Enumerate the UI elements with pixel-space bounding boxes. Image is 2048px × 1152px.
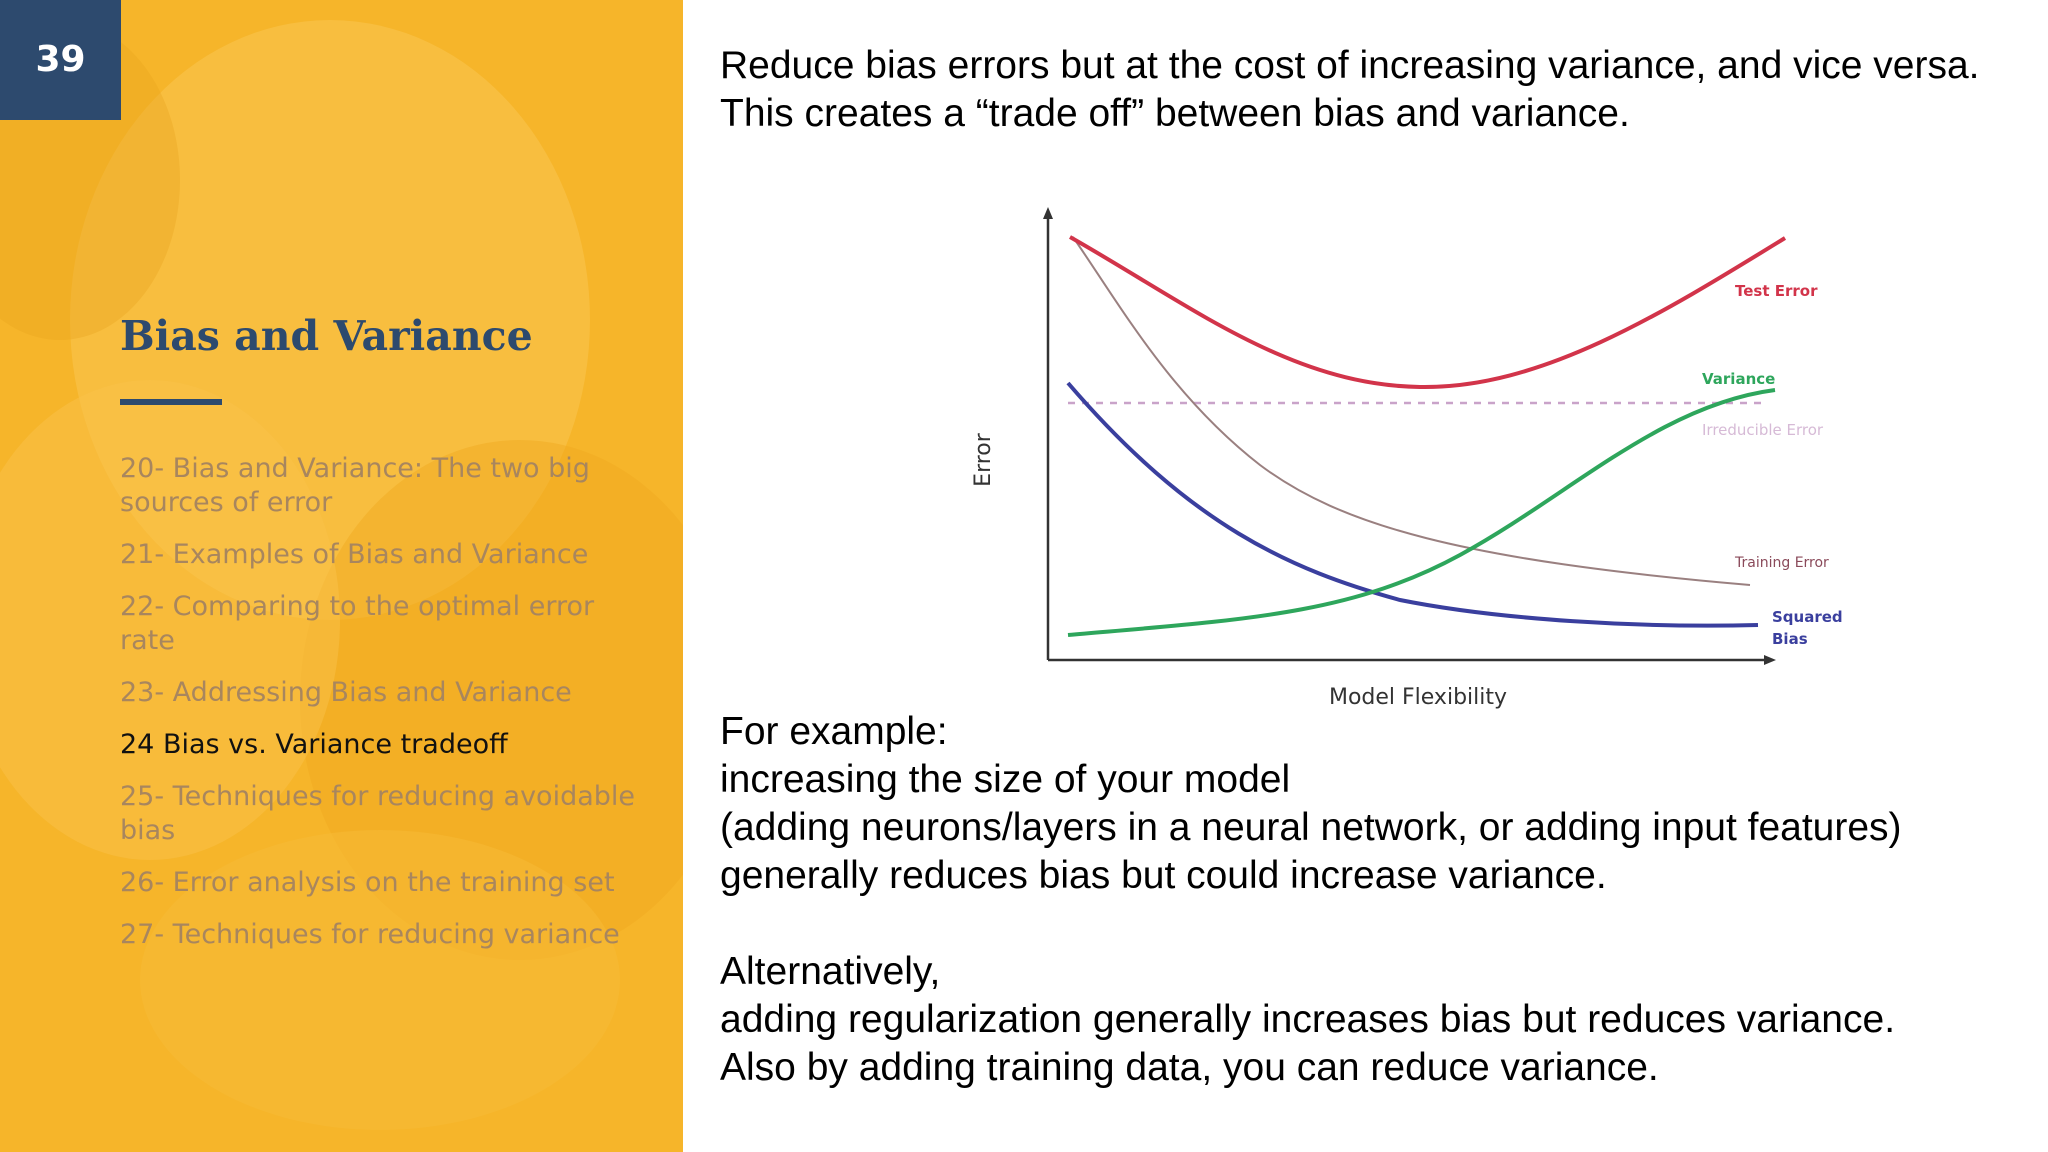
alternative-text: Alternatively, adding regularization gen…	[720, 948, 1895, 1092]
training-error-label: Training Error	[1734, 555, 1829, 571]
bias-variance-diagram: Test Error Variance Irreducible Error Tr…	[971, 207, 1843, 710]
squared-bias-label-2: Bias	[1772, 630, 1808, 648]
toc-item[interactable]: 22- Comparing to the optimal error rate	[120, 591, 595, 656]
title-underline	[120, 399, 222, 405]
x-axis-label: Model Flexibility	[1329, 685, 1507, 710]
intro-line: This creates a “trade off” between bias …	[720, 92, 1630, 135]
example-line: generally reduces bias but could increas…	[720, 854, 1607, 897]
sidebar-panel: 39 Bias and Variance 20- Bias and Varian…	[0, 0, 683, 1152]
y-axis-arrow	[1043, 207, 1053, 219]
alternative-line: Also by adding training data, you can re…	[720, 1046, 1659, 1089]
example-line: increasing the size of your model	[720, 758, 1291, 801]
example-text: For example: increasing the size of your…	[720, 708, 1902, 900]
alternative-line: adding regularization generally increase…	[720, 998, 1896, 1041]
intro-text: Reduce bias errors but at the cost of in…	[720, 42, 1979, 138]
training-error-curve	[1072, 236, 1751, 586]
table-of-contents: 20- Bias and Variance: The two big sourc…	[120, 452, 640, 970]
toc-item[interactable]: 25- Techniques for reducing avoidable bi…	[120, 781, 636, 846]
toc-item[interactable]: 20- Bias and Variance: The two big sourc…	[120, 453, 590, 518]
toc-item[interactable]: 26- Error analysis on the training set	[120, 867, 615, 898]
toc-item-active[interactable]: 24 Bias vs. Variance tradeoff	[120, 729, 508, 760]
x-axis-arrow	[1764, 655, 1776, 665]
y-axis-label: Error	[971, 432, 996, 487]
intro-line: Reduce bias errors but at the cost of in…	[720, 44, 1980, 87]
toc-item[interactable]: 23- Addressing Bias and Variance	[120, 677, 572, 708]
variance-label: Variance	[1702, 370, 1775, 388]
example-line: For example:	[720, 710, 948, 753]
toc-item[interactable]: 27- Techniques for reducing variance	[120, 919, 620, 950]
toc-item[interactable]: 21- Examples of Bias and Variance	[120, 539, 589, 570]
squared-bias-curve	[1066, 381, 1759, 628]
variance-curve	[1067, 388, 1776, 637]
example-line: (adding neurons/layers in a neural netwo…	[720, 806, 1902, 849]
section-title: Bias and Variance	[120, 312, 533, 360]
test-error-curve	[1069, 235, 1787, 390]
test-error-label: Test Error	[1735, 282, 1818, 300]
squared-bias-label-1: Squared	[1772, 608, 1843, 626]
slide-number-badge: 39	[0, 0, 121, 120]
alternative-line: Alternatively,	[720, 950, 941, 993]
irreducible-error-label: Irreducible Error	[1702, 421, 1824, 439]
